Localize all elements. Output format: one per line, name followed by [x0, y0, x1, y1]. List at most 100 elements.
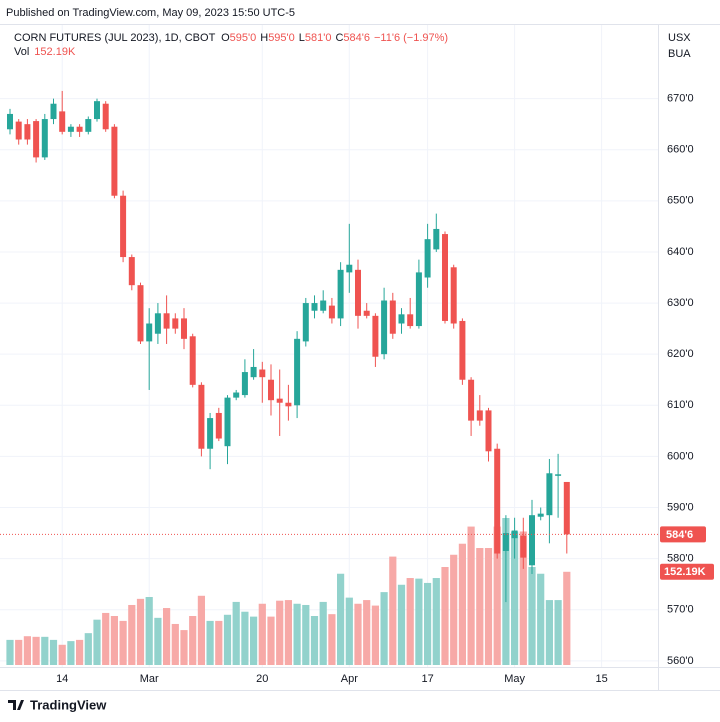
- volume-bar: [484, 548, 493, 665]
- y-tick-label: 600'0: [667, 450, 694, 462]
- volume-bar: [293, 603, 301, 665]
- candle-body: [59, 111, 66, 132]
- candle-body: [33, 121, 40, 158]
- volume-bar: [58, 644, 66, 665]
- volume-bar: [276, 600, 284, 665]
- volume-bar: [345, 597, 353, 665]
- volume-bar: [476, 548, 484, 665]
- legend-value: 584'6: [343, 32, 370, 44]
- volume-bar: [493, 526, 501, 665]
- volume-bar: [302, 604, 310, 665]
- volume-tag: [660, 563, 714, 580]
- candle-body: [85, 119, 92, 132]
- candle-body: [241, 372, 248, 396]
- candle-body: [76, 126, 83, 132]
- candle-body: [15, 121, 22, 140]
- volume-bar: [145, 597, 153, 665]
- y-tick-label: 660'0: [667, 144, 694, 156]
- candle-body: [346, 264, 353, 273]
- candle-body: [102, 103, 109, 130]
- candles: [7, 90, 570, 603]
- x-tick-label: 14: [56, 673, 68, 685]
- volume-bar: [424, 582, 432, 665]
- volume-bar: [267, 616, 275, 665]
- candle-body: [146, 323, 153, 342]
- x-tick-label: 17: [421, 673, 433, 685]
- candle-body: [520, 535, 527, 558]
- last-price-tag: [660, 526, 706, 543]
- candle-body: [537, 513, 544, 517]
- candle-body: [250, 366, 257, 378]
- volume-bar: [119, 620, 127, 665]
- y-tick-label: 620'0: [667, 348, 694, 360]
- candle-body: [563, 481, 570, 535]
- candle-body: [311, 303, 318, 311]
- candle-body: [41, 119, 48, 158]
- volume-bar: [363, 600, 371, 665]
- published-note: Published on TradingView.com, May 09, 20…: [6, 7, 295, 19]
- volume-bar: [441, 567, 449, 665]
- candle-body: [215, 412, 222, 439]
- volume-bar: [537, 573, 545, 665]
- candle-body: [407, 314, 414, 327]
- candle-body: [24, 124, 31, 140]
- volume-bar: [415, 578, 423, 665]
- candle-body: [268, 379, 274, 401]
- volume-bar: [467, 526, 475, 665]
- volume-bar: [163, 608, 171, 665]
- volume-bar: [197, 595, 205, 665]
- candle-body: [363, 310, 370, 316]
- grid: [0, 25, 658, 667]
- volume-bar: [41, 636, 49, 665]
- volume-bar: [15, 639, 23, 665]
- candle-body: [198, 384, 205, 449]
- x-tick-label: 15: [595, 673, 607, 685]
- candle-body: [450, 267, 457, 324]
- candle-body: [337, 269, 344, 319]
- volume-bar: [110, 616, 118, 665]
- candle-body: [163, 313, 170, 329]
- last-price-label: 584'6: [666, 529, 693, 541]
- candle-body: [172, 318, 179, 329]
- volume-bar: [432, 578, 440, 665]
- candle-body: [442, 234, 448, 321]
- volume-bar: [76, 639, 84, 665]
- candle-body: [555, 474, 562, 476]
- candle-body: [328, 305, 335, 319]
- volume-bar: [258, 603, 266, 665]
- legend-key: Vol: [14, 46, 29, 58]
- volume-bar: [223, 614, 232, 665]
- volume-bar: [284, 600, 292, 665]
- x-tick-label: 20: [256, 673, 268, 685]
- x-tick-label: May: [504, 673, 525, 685]
- candle-body: [415, 272, 422, 327]
- volume-bar: [389, 556, 397, 665]
- volume-bar: [397, 584, 406, 665]
- volume-bar: [6, 639, 14, 665]
- volume-bar: [511, 531, 519, 665]
- candle-body: [137, 285, 144, 342]
- legend-symbol: CORN FUTURES (JUL 2023), 1D, CBOT: [14, 32, 216, 44]
- candle-body: [154, 313, 161, 334]
- candle-body: [476, 410, 483, 421]
- candle-body: [459, 320, 466, 380]
- y-tick-label: 580'0: [667, 553, 694, 565]
- candle-body: [207, 418, 214, 449]
- volume-bar: [189, 616, 197, 665]
- candle-body: [120, 195, 127, 258]
- volume-bar: [319, 601, 327, 665]
- volume-bar: [84, 633, 92, 665]
- candle-body: [502, 533, 509, 551]
- legend: CORN FUTURES (JUL 2023), 1D, CBOT O595'0 H…: [14, 32, 448, 44]
- candle-body: [433, 228, 440, 250]
- volume-bar: [450, 554, 458, 665]
- volume-bar: [371, 605, 379, 665]
- volume-bar: [136, 598, 145, 665]
- volume-bar: [23, 636, 31, 665]
- legend-key: H: [260, 32, 268, 44]
- y-tick-label: 630'0: [667, 297, 694, 309]
- candle-body: [224, 397, 231, 447]
- candle-body: [233, 392, 240, 398]
- y-tick-label: 640'0: [667, 246, 694, 258]
